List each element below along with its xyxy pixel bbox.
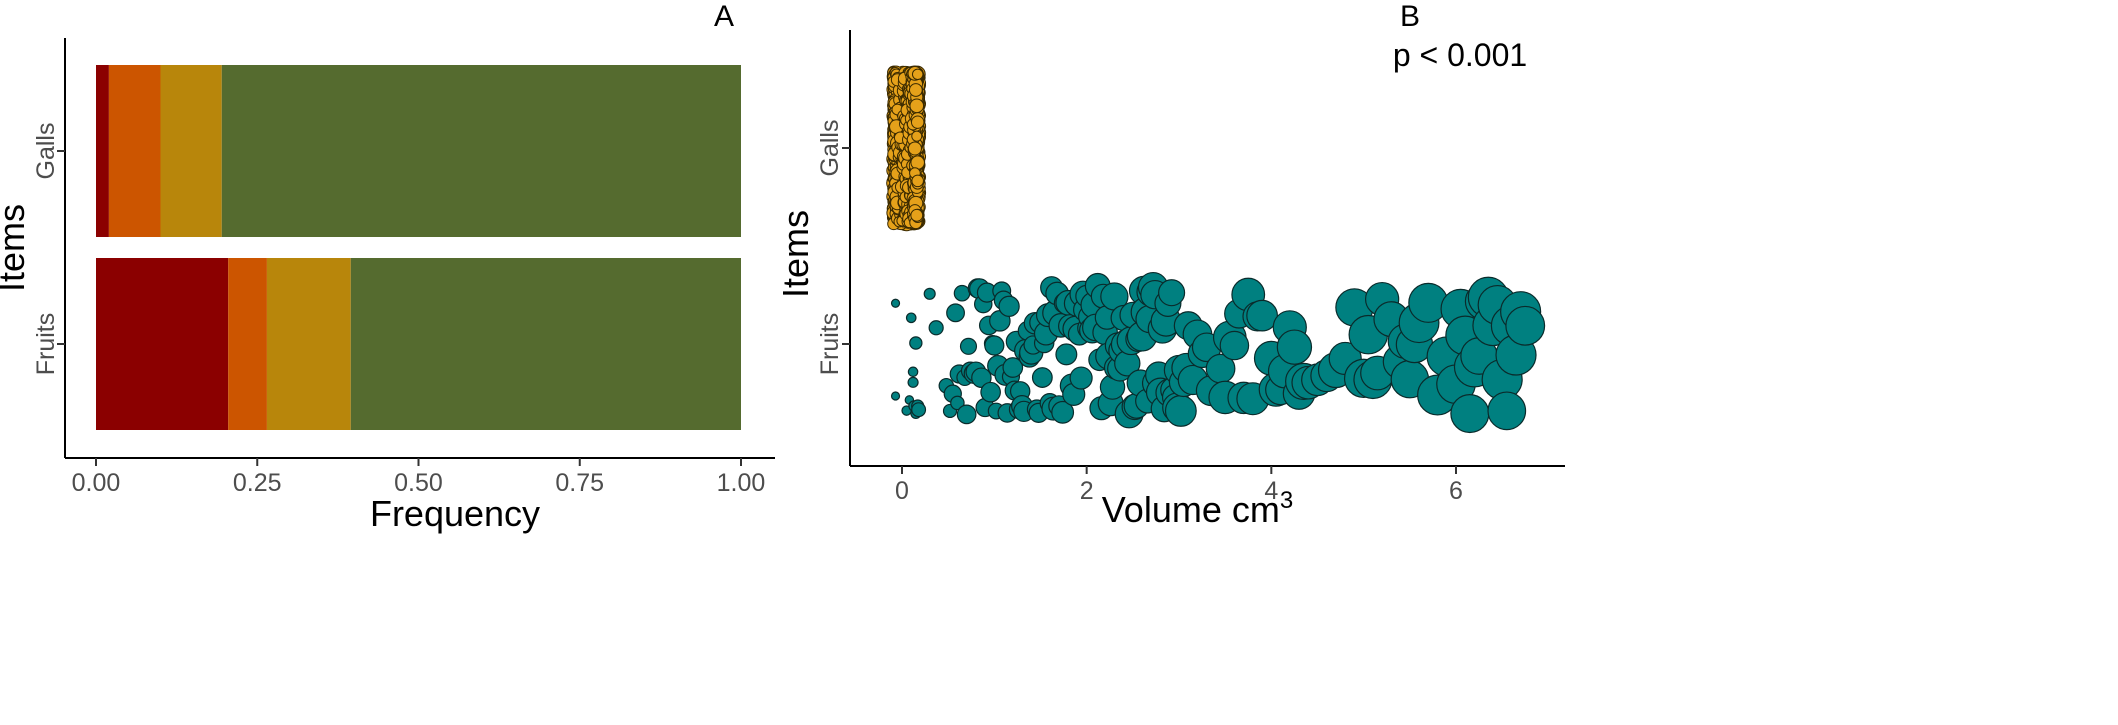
point-fruits (980, 381, 1001, 403)
point-galls (910, 115, 925, 129)
point-galls (911, 68, 924, 81)
bar-fruits-segment-3 (266, 258, 351, 430)
panel-a-y-tick-label: Galls (32, 123, 60, 180)
point-fruits (1219, 330, 1250, 361)
point-fruits (1276, 329, 1313, 365)
point-fruits (971, 367, 992, 389)
panel-a-bars (96, 65, 741, 430)
panel-a: 0.00 0.25 0.50 0.75 1.00 Galls Fruits Frequen… (0, 0, 775, 534)
point-fruits (1069, 366, 1093, 390)
panel-b-x-axis-title-base: Volume cm (1102, 489, 1280, 530)
point-fruits (928, 320, 944, 336)
panel-b-y-axis-title: Items (775, 210, 816, 298)
panel-b-x-axis-title: Volume cm3 (1102, 487, 1293, 530)
point-fruits (890, 391, 901, 401)
point-fruits (959, 337, 978, 355)
point-fruits (905, 312, 917, 324)
panel-b-x-ticks: 0 2 4 6 (895, 466, 1463, 505)
point-fruits (950, 395, 965, 411)
bar-galls-segment-2 (108, 65, 161, 237)
point-fruits (907, 366, 919, 378)
point-fruits (953, 284, 971, 302)
point-galls (911, 130, 923, 142)
point-fruits (890, 298, 901, 308)
point-fruits (1002, 357, 1024, 378)
panel-a-x-axis-title: Frequency (370, 493, 540, 534)
panel-b-x-axis-title-superscript: 3 (1280, 487, 1293, 514)
panel-a-x-tick-label: 0.75 (555, 469, 604, 497)
panel-b-y-ticks: Galls Fruits (816, 120, 850, 376)
panel-b-y-tick-label: Galls (816, 120, 844, 177)
point-fruits (956, 404, 977, 425)
point-fruits (1051, 400, 1075, 424)
panel-b-y-tick-label: Fruits (816, 313, 844, 376)
panel-b-x-tick-label: 6 (1449, 477, 1463, 505)
panel-a-label: A (714, 0, 734, 33)
point-fruits (984, 335, 1005, 356)
panel-b-points (886, 65, 1546, 434)
point-galls (911, 174, 924, 188)
panel-a-y-ticks: Galls Fruits (32, 123, 65, 376)
panel-b-x-tick-label: 0 (895, 477, 909, 505)
bar-fruits-segment-4 (350, 258, 741, 430)
point-galls (910, 155, 925, 170)
panel-b-p-value-annotation: p < 0.001 (1393, 37, 1527, 73)
panel-a-x-tick-label: 1.00 (717, 469, 766, 497)
point-fruits (1055, 343, 1078, 366)
bar-fruits-segment-1 (96, 258, 229, 430)
point-fruits (911, 402, 927, 418)
bar-galls-segment-4 (221, 65, 741, 237)
point-fruits (1164, 394, 1197, 427)
point-fruits (1031, 367, 1053, 388)
point-fruits (1505, 305, 1546, 346)
bar-galls-segment-3 (160, 65, 222, 237)
point-galls (909, 83, 923, 97)
point-fruits (1450, 393, 1490, 434)
panel-a-x-tick-label: 0.00 (72, 469, 121, 497)
panel-a-y-tick-label: Fruits (32, 313, 60, 376)
point-galls (910, 208, 924, 222)
point-fruits (946, 303, 965, 323)
point-fruits (1487, 391, 1527, 431)
point-fruits (909, 336, 923, 350)
point-galls (909, 98, 925, 114)
panel-a-x-tick-label: 0.25 (233, 469, 282, 497)
panel-a-x-tick-label: 0.50 (394, 469, 443, 497)
point-galls (907, 141, 922, 156)
bar-galls-segment-1 (96, 65, 109, 237)
panel-b-label: B (1400, 0, 1420, 33)
point-fruits (907, 376, 919, 388)
point-fruits (1158, 279, 1186, 307)
panel-b-x-tick-label: 4 (1264, 477, 1278, 505)
bar-fruits-segment-2 (228, 258, 267, 430)
panel-a-x-ticks: 0.00 0.25 0.50 0.75 1.00 (72, 458, 766, 497)
panel-b-x-tick-label: 2 (1080, 477, 1094, 505)
panel-a-y-axis-title: Items (0, 204, 32, 292)
point-fruits (923, 287, 936, 300)
point-fruits (998, 295, 1020, 318)
panel-b: 0 2 4 6 Galls Fruits Volume cm3 Items B p < … (775, 0, 1565, 530)
